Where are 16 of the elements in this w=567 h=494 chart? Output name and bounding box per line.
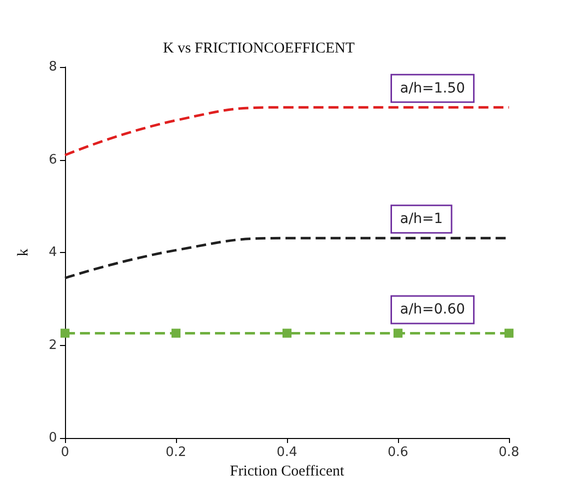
- y-tick-label: 2: [48, 338, 57, 353]
- y-tick-label: 4: [48, 245, 57, 260]
- y-tick-label: 0: [48, 430, 57, 446]
- x-tick-label: 0.6: [388, 445, 408, 460]
- series-label: a/h=1.50: [400, 80, 466, 96]
- y-tick-label: 6: [48, 152, 57, 168]
- series-label: a/h=0.60: [400, 302, 466, 318]
- x-tick-label: 0.8: [498, 445, 520, 460]
- x-axis-title: Friction Coefficent: [230, 463, 345, 480]
- chart-title: K vs FRICTIONCOEFFICENT: [163, 40, 355, 56]
- y-tick-label: 8: [48, 60, 57, 74]
- y-axis-title: k: [16, 248, 32, 256]
- x-tick-label: 0.4: [276, 445, 298, 460]
- x-tick-label: 0: [60, 445, 70, 460]
- series-label: a/h=1: [400, 211, 443, 228]
- x-tick-label: 0.2: [166, 445, 186, 460]
